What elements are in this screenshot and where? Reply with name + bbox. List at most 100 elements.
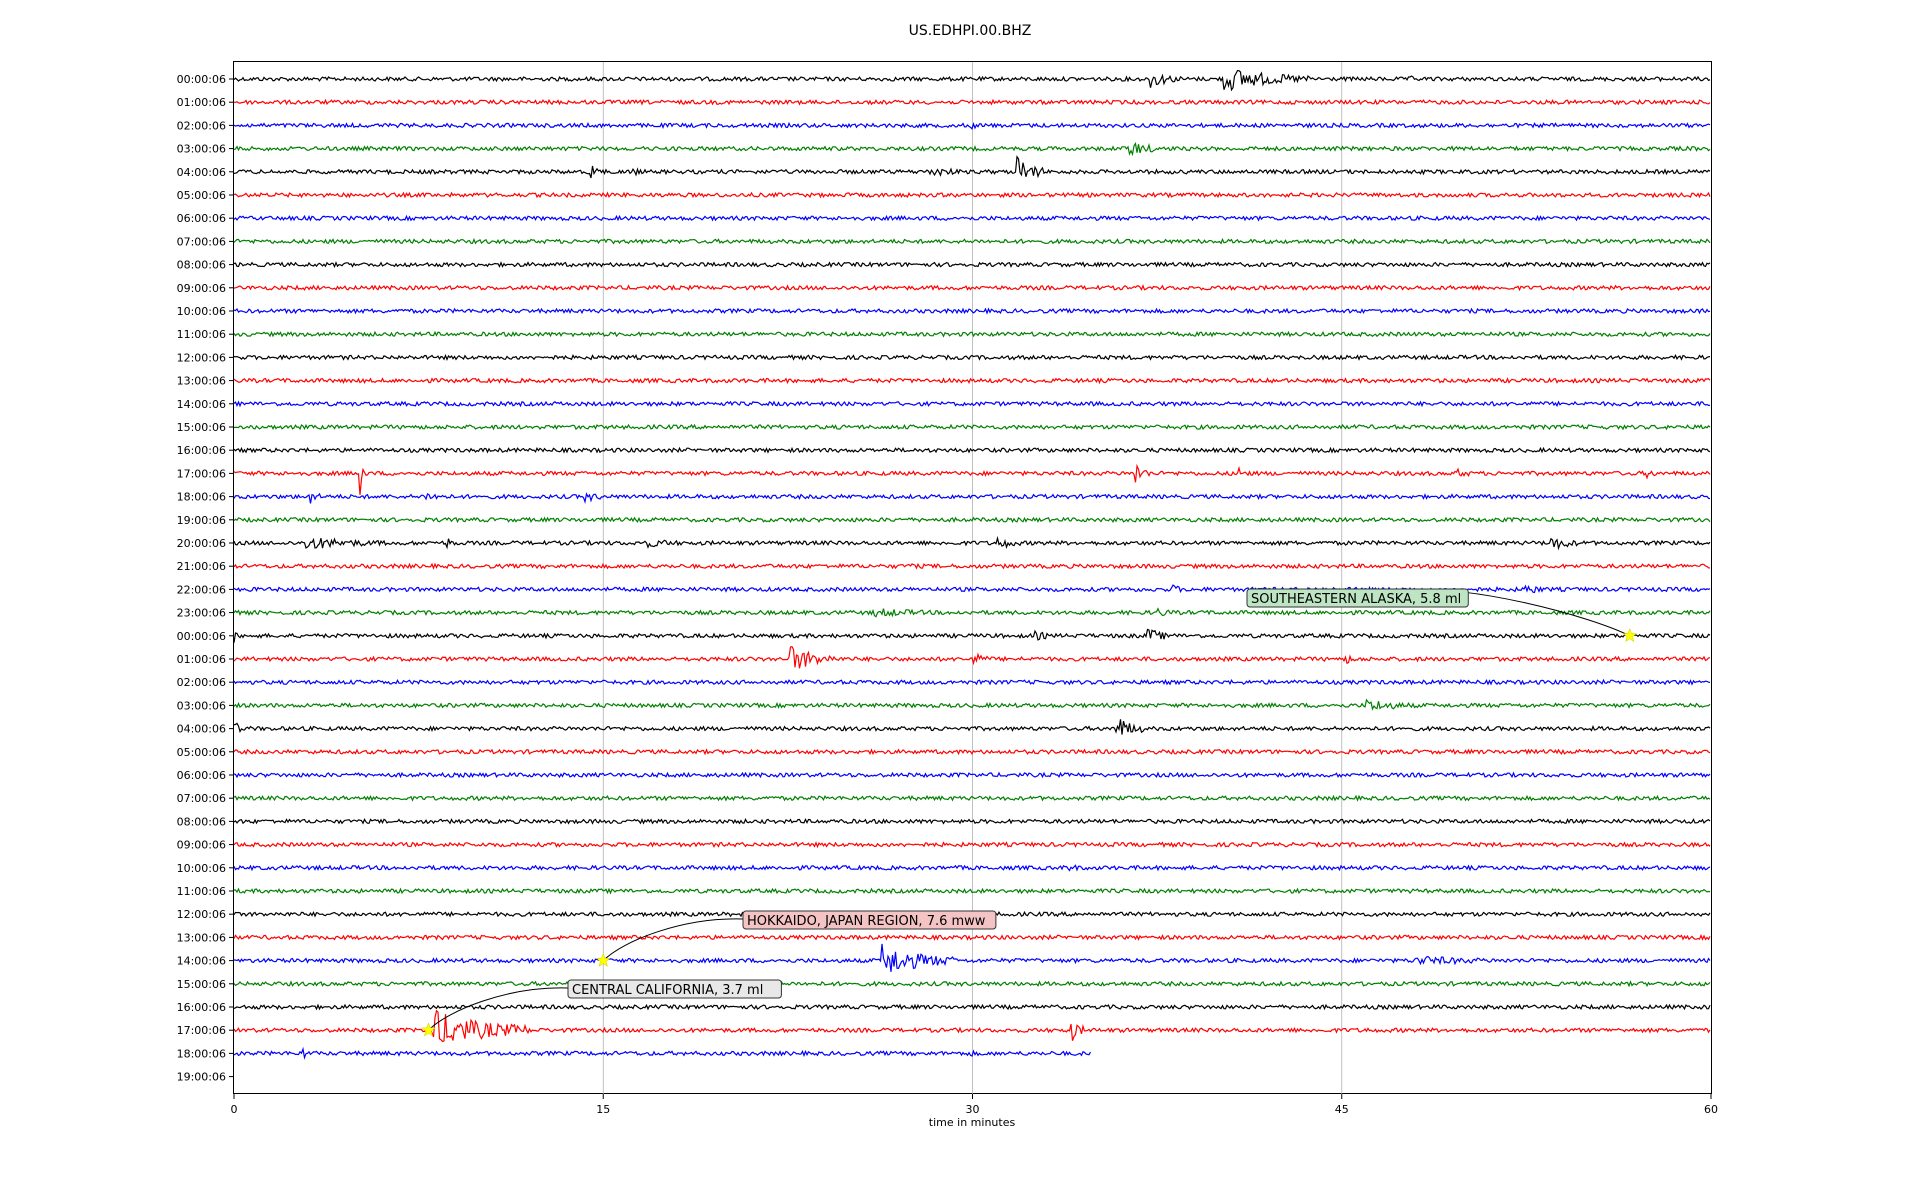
seismic-trace — [233, 400, 1711, 408]
seismic-trace — [233, 817, 1711, 825]
row-time-label: 08:00:06 — [177, 815, 226, 828]
annotation-box — [567, 979, 782, 999]
seismic-trace — [233, 678, 1711, 686]
seismic-trace — [234, 887, 1711, 895]
x-tick-label: 60 — [1704, 1103, 1718, 1116]
seismic-trace — [233, 463, 1711, 495]
row-time-label: 04:00:06 — [177, 723, 226, 736]
x-tick-label: 30 — [966, 1103, 980, 1116]
row-time-label: 09:00:06 — [177, 839, 226, 852]
seismic-trace — [233, 214, 1711, 222]
seismic-trace — [233, 1046, 1092, 1060]
row-time-label: 16:00:06 — [177, 1001, 226, 1014]
row-time-label: 15:00:06 — [177, 978, 226, 991]
seismic-trace — [233, 330, 1711, 338]
row-time-label: 11:00:06 — [177, 885, 226, 898]
seismic-trace — [233, 307, 1711, 315]
seismic-trace — [233, 607, 1711, 618]
annotation-connector — [602, 918, 744, 961]
row-time-label: 12:00:06 — [177, 351, 226, 364]
seismic-trace — [233, 284, 1711, 292]
seismic-trace — [233, 446, 1711, 454]
row-time-label: 03:00:06 — [177, 699, 226, 712]
seismic-trace — [233, 516, 1711, 524]
seismic-trace — [233, 584, 1711, 594]
event-star-marker — [421, 1022, 436, 1037]
annotation-box — [1246, 588, 1469, 608]
seismic-trace — [233, 980, 1711, 988]
seismic-trace — [233, 698, 1711, 711]
annotation-connector — [428, 987, 569, 1031]
row-time-label: 21:00:06 — [177, 560, 226, 573]
seismic-trace — [233, 69, 1711, 92]
annotation-label: CENTRAL CALIFORNIA, 3.7 ml — [572, 983, 763, 998]
row-time-label: 02:00:06 — [177, 676, 226, 689]
row-time-label: 17:00:06 — [177, 1024, 226, 1037]
row-time-label: 14:00:06 — [177, 955, 226, 968]
row-time-label: 15:00:06 — [177, 421, 226, 434]
row-time-label: 06:00:06 — [177, 769, 226, 782]
seismic-trace — [233, 191, 1711, 199]
seismic-trace — [233, 771, 1711, 779]
x-axis-ticks: 0 15 30 45 60 — [231, 1094, 1718, 1116]
annotation-box — [742, 910, 997, 930]
row-time-label: 07:00:06 — [177, 792, 226, 805]
x-tick-label: 0 — [231, 1103, 238, 1116]
event-star-marker — [595, 952, 611, 967]
row-time-label: 00:00:06 — [177, 73, 226, 86]
seismic-trace — [233, 155, 1711, 179]
row-time-label: 12:00:06 — [177, 908, 226, 921]
row-time-label: 10:00:06 — [177, 305, 226, 318]
seismic-trace — [234, 98, 1711, 106]
seismic-trace — [233, 628, 1711, 643]
seismic-trace — [233, 646, 1711, 669]
annotation-label: HOKKAIDO, JAPAN REGION, 7.6 mww — [747, 914, 986, 929]
seismic-trace — [233, 261, 1711, 269]
seismic-trace — [233, 121, 1711, 130]
event-star-marker — [1622, 628, 1638, 643]
row-time-label: 05:00:06 — [177, 189, 226, 202]
row-time-label: 18:00:06 — [177, 1047, 226, 1060]
x-tick-label: 15 — [596, 1103, 610, 1116]
row-time-label: 16:00:06 — [177, 444, 226, 457]
seismic-trace — [233, 719, 1711, 735]
row-time-label: 01:00:06 — [177, 653, 226, 666]
row-time-label: 06:00:06 — [177, 212, 226, 225]
row-time-label: 07:00:06 — [177, 235, 226, 248]
row-time-label: 22:00:06 — [177, 583, 226, 596]
row-time-label: 02:00:06 — [177, 119, 226, 132]
row-time-label: 18:00:06 — [177, 491, 226, 504]
row-time-label: 14:00:06 — [177, 398, 226, 411]
row-time-label: 05:00:06 — [177, 746, 226, 759]
x-tick-label: 45 — [1335, 1103, 1349, 1116]
row-time-label: 23:00:06 — [177, 607, 226, 620]
seismic-trace — [233, 353, 1711, 361]
row-time-label: 11:00:06 — [177, 328, 226, 341]
seismic-trace — [233, 377, 1711, 385]
row-time-label: 01:00:06 — [177, 96, 226, 109]
row-time-label: 10:00:06 — [177, 862, 226, 875]
seismic-trace — [233, 237, 1711, 245]
row-time-label: 13:00:06 — [177, 931, 226, 944]
seismic-trace — [233, 492, 1711, 504]
seismic-trace — [233, 562, 1711, 570]
seismic-trace — [233, 864, 1711, 872]
row-time-label: 03:00:06 — [177, 143, 226, 156]
x-axis-label: time in minutes — [929, 1116, 1016, 1129]
seismic-trace — [233, 535, 1711, 551]
row-time-label: 19:00:06 — [177, 514, 226, 527]
seismic-trace — [233, 1003, 1711, 1011]
seismic-trace — [233, 943, 1711, 972]
seismic-trace — [233, 141, 1711, 157]
seismic-trace — [233, 841, 1711, 849]
seismic-trace — [233, 794, 1711, 802]
row-time-label: 00:00:06 — [177, 630, 226, 643]
chart-title: US.EDHPI.00.BHZ — [909, 23, 1032, 39]
row-time-label: 17:00:06 — [177, 467, 226, 480]
row-time-labels: 00:00:06 01:00:06 02:00:06 03:00:06 04:00:06… — [177, 73, 234, 1084]
seismic-trace — [233, 748, 1711, 756]
row-time-label: 08:00:06 — [177, 259, 226, 272]
row-time-label: 09:00:06 — [177, 282, 226, 295]
annotation-label: SOUTHEASTERN ALASKA, 5.8 ml — [1251, 592, 1461, 607]
